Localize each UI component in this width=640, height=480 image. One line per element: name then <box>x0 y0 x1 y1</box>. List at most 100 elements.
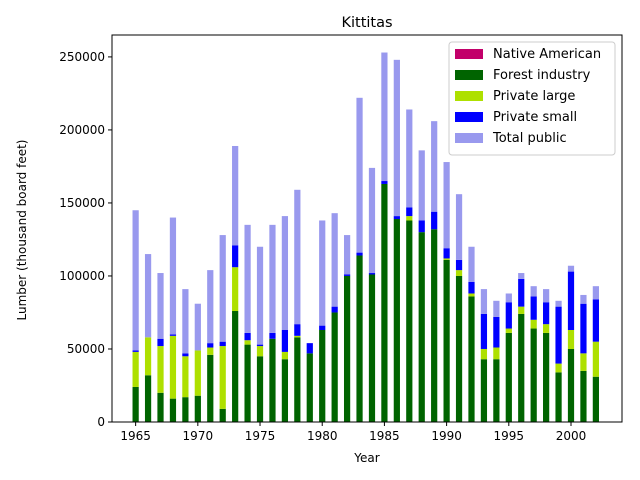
plot-frame <box>111 34 623 423</box>
y-tick-label: 200000 <box>59 123 105 137</box>
legend-swatch-native-american <box>455 49 483 59</box>
bar-total-public-1968 <box>169 217 177 335</box>
legend-label-forest-industry: Forest industry <box>493 68 591 83</box>
bar-private-large-1991 <box>455 270 463 276</box>
bar-private-small-1976 <box>269 332 276 339</box>
bar-total-public-1986 <box>393 59 400 217</box>
bar-forest-industry-1991 <box>455 275 463 422</box>
legend-swatch-private-small <box>455 112 483 122</box>
bar-private-large-1969 <box>182 356 189 398</box>
bar-private-large-1993 <box>480 348 488 360</box>
y-tick-label: 250000 <box>59 50 105 64</box>
bar-private-small-1968 <box>169 334 177 336</box>
bar-total-public-1981 <box>331 213 338 307</box>
bar-total-public-1975 <box>256 246 264 345</box>
bar-forest-industry-1984 <box>368 274 376 422</box>
bar-forest-industry-1979 <box>306 353 313 422</box>
bar-forest-industry-1965 <box>132 386 139 422</box>
bar-private-large-2001 <box>580 353 587 371</box>
bar-private-small-1998 <box>543 302 550 325</box>
bar-total-public-1988 <box>418 150 425 221</box>
bar-private-small-1996 <box>518 278 525 307</box>
bar-private-small-1986 <box>393 216 400 220</box>
bar-forest-industry-1975 <box>256 356 264 422</box>
bar-private-large-1987 <box>406 216 413 221</box>
legend-box <box>448 41 616 156</box>
chart-title: Kittitas <box>341 15 392 31</box>
y-tick-label: 50000 <box>67 342 105 356</box>
bar-forest-industry-1974 <box>244 344 251 422</box>
bar-forest-industry-1992 <box>468 296 475 422</box>
bar-private-small-1983 <box>356 252 363 256</box>
bar-private-small-1971 <box>207 343 214 348</box>
bar-forest-industry-1967 <box>157 392 164 422</box>
bar-total-public-1969 <box>182 289 189 354</box>
bar-private-large-1965 <box>132 351 139 387</box>
bar-forest-industry-1976 <box>269 338 276 422</box>
bar-total-public-1972 <box>219 235 226 342</box>
bar-private-small-1989 <box>431 211 438 230</box>
bar-forest-industry-1973 <box>232 311 239 422</box>
y-tick-label: 100000 <box>59 269 105 283</box>
bar-forest-industry-1999 <box>555 372 562 422</box>
bar-forest-industry-1997 <box>530 328 537 422</box>
bar-forest-industry-1986 <box>393 219 400 422</box>
bar-private-small-1980 <box>319 325 326 330</box>
bar-private-large-1972 <box>219 346 226 409</box>
bar-forest-industry-1971 <box>207 354 214 422</box>
bar-private-small-1990 <box>443 248 450 259</box>
bar-private-large-1990 <box>443 258 450 260</box>
bar-private-large-1975 <box>256 346 264 357</box>
bar-total-public-2001 <box>580 294 587 304</box>
bar-private-small-1985 <box>381 181 388 184</box>
x-tick-label: 1975 <box>245 429 276 443</box>
bar-forest-industry-1994 <box>493 359 500 422</box>
bar-total-public-1984 <box>368 167 376 274</box>
bar-forest-industry-2002 <box>592 376 599 422</box>
bar-private-small-1995 <box>505 302 512 329</box>
bar-private-small-1988 <box>418 220 425 233</box>
bar-total-public-1985 <box>381 52 388 182</box>
bar-forest-industry-1966 <box>144 375 152 422</box>
bar-total-public-1970 <box>194 303 201 351</box>
bar-private-large-1992 <box>468 293 475 297</box>
bar-total-public-1990 <box>443 162 450 249</box>
bar-total-public-1997 <box>530 286 537 297</box>
bar-forest-industry-1982 <box>343 275 351 422</box>
bar-private-large-1971 <box>207 347 214 355</box>
bar-private-large-1978 <box>294 335 301 338</box>
x-tick-label: 1980 <box>307 429 338 443</box>
bar-private-small-2001 <box>580 303 587 354</box>
bar-total-public-1983 <box>356 97 363 253</box>
bar-private-small-1972 <box>219 341 226 347</box>
bar-private-large-1997 <box>530 319 537 329</box>
bar-total-public-1974 <box>244 224 251 333</box>
bar-private-small-1997 <box>530 296 537 320</box>
bar-private-large-1970 <box>194 350 201 396</box>
bar-forest-industry-1983 <box>356 255 363 422</box>
bar-total-public-1971 <box>207 270 214 344</box>
bar-private-large-1974 <box>244 340 251 345</box>
bar-private-large-1995 <box>505 328 512 333</box>
bar-private-large-1999 <box>555 363 562 373</box>
bar-forest-industry-1980 <box>319 330 326 422</box>
bar-private-large-1994 <box>493 347 500 360</box>
bar-forest-industry-1995 <box>505 332 512 422</box>
bar-total-public-1976 <box>269 224 276 333</box>
bar-private-small-1994 <box>493 316 500 348</box>
bar-private-large-1998 <box>543 324 550 333</box>
x-axis-label: Year <box>353 451 379 465</box>
bar-private-small-1973 <box>232 245 239 268</box>
legend-label-private-small: Private small <box>493 110 577 125</box>
bar-total-public-1991 <box>455 194 463 260</box>
bar-private-small-1992 <box>468 281 475 294</box>
bar-private-small-2002 <box>592 299 599 342</box>
bar-forest-industry-1990 <box>443 259 450 422</box>
bar-forest-industry-1993 <box>480 359 488 422</box>
bar-forest-industry-1978 <box>294 337 301 422</box>
bar-total-public-1973 <box>232 145 239 246</box>
bar-total-public-1989 <box>431 121 438 212</box>
legend: Native American Forest industry Private la… <box>448 41 616 156</box>
bar-private-small-1974 <box>244 332 251 341</box>
